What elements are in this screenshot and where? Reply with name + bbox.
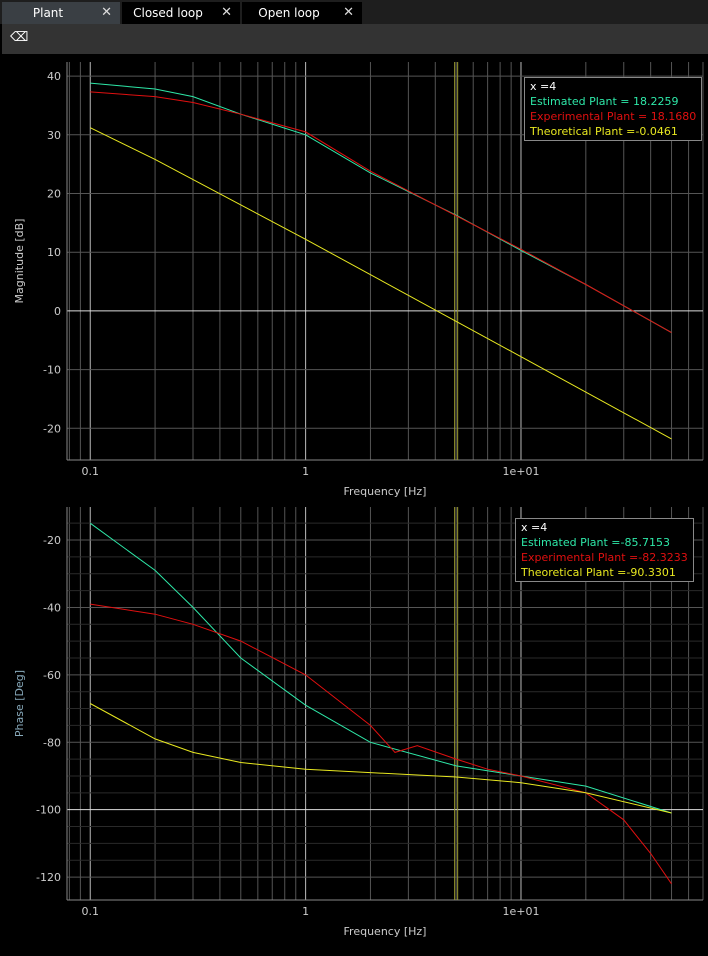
legend-experimental: Experimental Plant =-82.3233 (521, 551, 688, 564)
series-theoretical-plant (89, 127, 672, 440)
eraser-icon[interactable]: ⌫ (10, 30, 29, 45)
legend-theoretical: Theoretical Plant =-90.3301 (521, 566, 676, 579)
y-tick-label: -20 (43, 534, 61, 547)
series-theoretical-plant (89, 703, 672, 814)
legend-estimated: Estimated Plant =-85.7153 (521, 536, 670, 549)
series-experimental-plant (90, 603, 672, 885)
y-tick-label: 0 (54, 305, 61, 318)
x-tick-label: 1 (302, 465, 309, 478)
y-tick-label: 10 (47, 246, 61, 259)
x-tick-label: 0.1 (81, 905, 99, 918)
y-tick-label: -120 (36, 871, 61, 884)
tab-label: Open loop (258, 6, 320, 20)
phase-legend: x =4 Estimated Plant =-85.7153 Experimen… (515, 518, 694, 582)
x-axis-label: Frequency [Hz] (344, 925, 427, 938)
y-tick-label: -60 (43, 669, 61, 682)
legend-x: x =4 (530, 80, 557, 93)
tab-closed-loop[interactable]: Closed loop ✕ (122, 2, 240, 24)
y-tick-label: -40 (43, 601, 61, 614)
tab-label: Closed loop (133, 6, 203, 20)
y-axis-label: Phase [Deg] (13, 670, 26, 737)
close-icon[interactable]: ✕ (101, 5, 112, 20)
y-axis-label: Magnitude [dB] (13, 219, 26, 304)
y-tick-label: 40 (47, 70, 61, 83)
y-tick-label: -10 (43, 364, 61, 377)
legend-experimental: Experimental Plant = 18.1680 (530, 110, 697, 123)
toolbar: ⌫ (2, 24, 708, 54)
x-axis-label: Frequency [Hz] (344, 485, 427, 498)
x-tick-label: 1e+01 (502, 465, 539, 478)
x-tick-label: 1 (302, 905, 309, 918)
tab-open-loop[interactable]: Open loop ✕ (242, 2, 362, 24)
series-estimated-plant (89, 522, 672, 814)
close-icon[interactable]: ✕ (221, 5, 232, 20)
x-tick-label: 1e+01 (502, 905, 539, 918)
y-tick-label: -100 (36, 804, 61, 817)
y-tick-label: -80 (43, 736, 61, 749)
tab-bar: Plant ✕ Closed loop ✕ Open loop ✕ (0, 0, 708, 24)
legend-estimated: Estimated Plant = 18.2259 (530, 95, 679, 108)
y-tick-label: -20 (43, 422, 61, 435)
legend-x: x =4 (521, 521, 548, 534)
y-tick-label: 20 (47, 187, 61, 200)
x-tick-label: 0.1 (81, 465, 99, 478)
close-icon[interactable]: ✕ (343, 5, 354, 20)
y-tick-label: 30 (47, 129, 61, 142)
tab-label: Plant (32, 6, 64, 20)
series-experimental-plant (90, 91, 672, 334)
tab-plant[interactable]: Plant ✕ (2, 2, 120, 24)
magnitude-legend: x =4 Estimated Plant = 18.2259 Experimen… (524, 77, 703, 141)
legend-theoretical: Theoretical Plant =-0.0461 (530, 125, 678, 138)
